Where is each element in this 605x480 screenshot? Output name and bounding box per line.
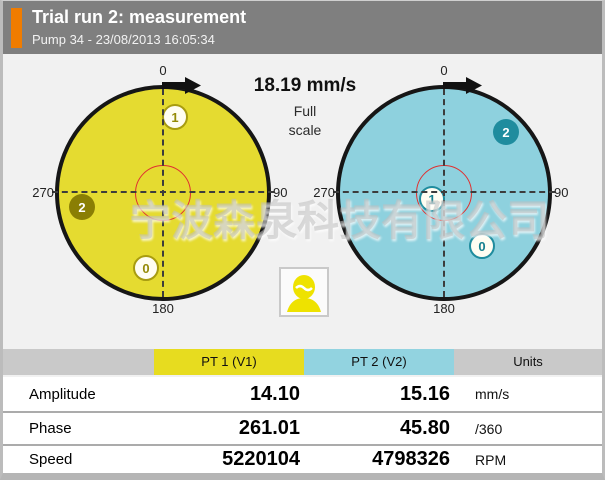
marker-label: 1: [171, 109, 179, 125]
table-row-phase: Phase 261.01 45.80 /360: [3, 411, 602, 444]
amplitude-pt2-value: 15.16: [399, 382, 450, 405]
row-label: Amplitude: [29, 385, 96, 403]
rotation-arrow-icon: [443, 77, 482, 94]
run-marker-1: 1: [419, 186, 445, 212]
angle-label-left: 270: [32, 185, 54, 200]
angle-label-right: 90: [554, 185, 569, 200]
marker-label: 0: [142, 260, 150, 276]
column-header-pt1: PT 1 (V1): [154, 349, 304, 375]
header-bar: Trial run 2: measurement Pump 34 - 23/08…: [3, 1, 602, 54]
amplitude-unit: mm/s: [475, 386, 510, 402]
operator-position-button[interactable]: [279, 267, 329, 317]
full-scale-label-line2: scale: [288, 122, 322, 138]
angle-label-right: 90: [273, 185, 288, 200]
angle-label-bottom: 180: [152, 301, 174, 316]
person-icon: [287, 275, 321, 312]
full-scale-label-line1: Full: [293, 103, 317, 119]
speed-unit: RPM: [475, 451, 507, 468]
marker-label: 1: [428, 191, 436, 207]
angle-label-left: 270: [313, 185, 335, 200]
page-title: Trial run 2: measurement: [32, 7, 247, 27]
crosshair-horizontal: [52, 191, 274, 193]
run-marker-2: 2: [493, 119, 519, 145]
phase-pt2-value: 45.80: [399, 417, 450, 439]
crosshair-horizontal: [333, 191, 555, 193]
run-marker-1: 1: [162, 104, 188, 130]
row-label: Speed: [29, 451, 73, 468]
marker-label: 2: [78, 199, 86, 215]
column-header-pt2: PT 2 (V2): [304, 349, 454, 375]
run-marker-0: 0: [133, 255, 159, 281]
marker-label: 0: [478, 238, 486, 254]
speed-pt2-value: 4798326: [372, 448, 450, 470]
row-label: Phase: [29, 420, 72, 437]
rotation-arrow-icon: [162, 77, 201, 94]
table-row-amplitude: Amplitude 14.10 15.16 mm/s: [3, 377, 602, 411]
phase-pt1-value: 261.01: [238, 417, 300, 439]
table-row-speed: Speed 5220104 4798326 RPM: [3, 444, 602, 473]
table-header-row: PT 1 (V1) PT 2 (V2) Units: [3, 349, 602, 375]
phase-unit: /360: [475, 420, 503, 437]
speed-pt1-value: 5220104: [222, 448, 300, 470]
full-scale-readout: 18.19 mm/s Full scale: [231, 75, 379, 138]
accent-bar: [11, 8, 22, 48]
run-marker-0: 0: [469, 233, 495, 259]
full-scale-value: 18.19 mm/s: [253, 75, 357, 96]
marker-label: 2: [502, 124, 510, 140]
angle-label-bottom: 180: [433, 301, 455, 316]
crosshair-vertical: [162, 89, 164, 297]
amplitude-pt1-value: 14.10: [249, 382, 300, 405]
page-subtitle: Pump 34 - 23/08/2013 16:05:34: [32, 32, 215, 47]
run-marker-2: 2: [69, 194, 95, 220]
angle-label-top: 0: [159, 63, 167, 78]
angle-label-top: 0: [440, 63, 448, 78]
crosshair-vertical: [443, 89, 445, 297]
column-header-units: Units: [513, 354, 543, 369]
